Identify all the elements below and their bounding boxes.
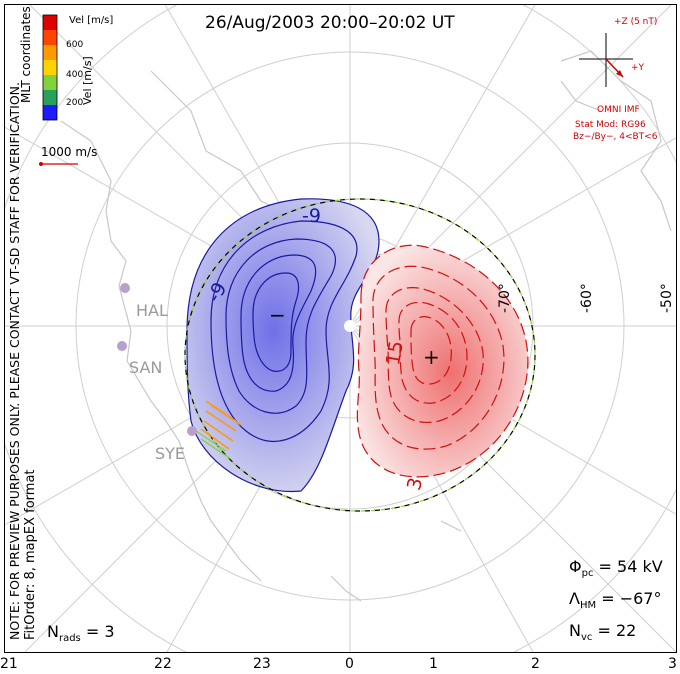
stat-nvc: Nvc = 22 [569, 621, 637, 644]
imf-omni: OMNI IMF [597, 105, 640, 115]
mlt-tick-2: 2 [531, 656, 540, 672]
station-hal: HAL [136, 301, 168, 320]
station-san: SAN [129, 358, 163, 377]
colorbar-tick-200: 200 [66, 98, 84, 108]
colorbar [42, 14, 58, 121]
colorbar-label: Vel [m/s] [69, 15, 114, 26]
contour-label-c: 15 [382, 339, 408, 367]
potential-max-marker: + [423, 345, 440, 369]
fit-order: FitOrder: 8, mapEX format [23, 469, 38, 640]
potential-min-marker: − [269, 303, 286, 327]
reference-vector [39, 162, 78, 166]
imf-z-label: +Z (5 nT) [614, 17, 658, 27]
colorbar-tick-600: 600 [66, 40, 84, 50]
colorbar-tick-400: 400 [66, 70, 84, 80]
mlt-tick-0: 0 [345, 656, 354, 672]
imf-dial [579, 33, 633, 87]
mlt-tick-21: 21 [0, 656, 18, 672]
preview-note: NOTE: FOR PREVIEW PURPOSES ONLY. PLEASE … [7, 82, 22, 640]
lat-label-50: -50° [659, 283, 675, 313]
hm-boundary [184, 198, 536, 512]
lat-label-60: -60° [579, 283, 595, 313]
map-title: 26/Aug/2003 20:00–20:02 UT [205, 13, 455, 33]
contour-label-a: -9 [302, 205, 321, 227]
mlt-tick-23: 23 [253, 656, 271, 672]
mlt-tick-3: 3 [668, 656, 677, 672]
imf-y-label: +Y [631, 63, 645, 73]
map-frame: 26/Aug/2003 20:00–20:02 UT Vel [m/s] 600… [4, 4, 677, 653]
lat-label-70: -70° [497, 283, 513, 313]
velocity-vectors [200, 400, 242, 450]
mlt-tick-22: 22 [154, 656, 172, 672]
polar-map [5, 5, 676, 652]
imf-stat-mod: Stat Mod: RG96 [575, 120, 646, 130]
stat-nrads: Nrads = 3 [47, 622, 115, 645]
station-markers [117, 283, 197, 436]
mlt-tick-1: 1 [429, 656, 438, 672]
ref-vector-label: 1000 m/s [41, 145, 98, 159]
stat-lambda-hm: ΛHM = −67° [569, 589, 662, 612]
imf-condition: Bz−/By−, 4<BT<6 [573, 132, 658, 142]
station-sye: SYE [155, 444, 186, 463]
stat-phi-pc: Φpc = 54 kV [569, 557, 663, 580]
colorbar-vel-label: Vel [m/s] [81, 56, 94, 105]
convection-cells [186, 198, 529, 493]
